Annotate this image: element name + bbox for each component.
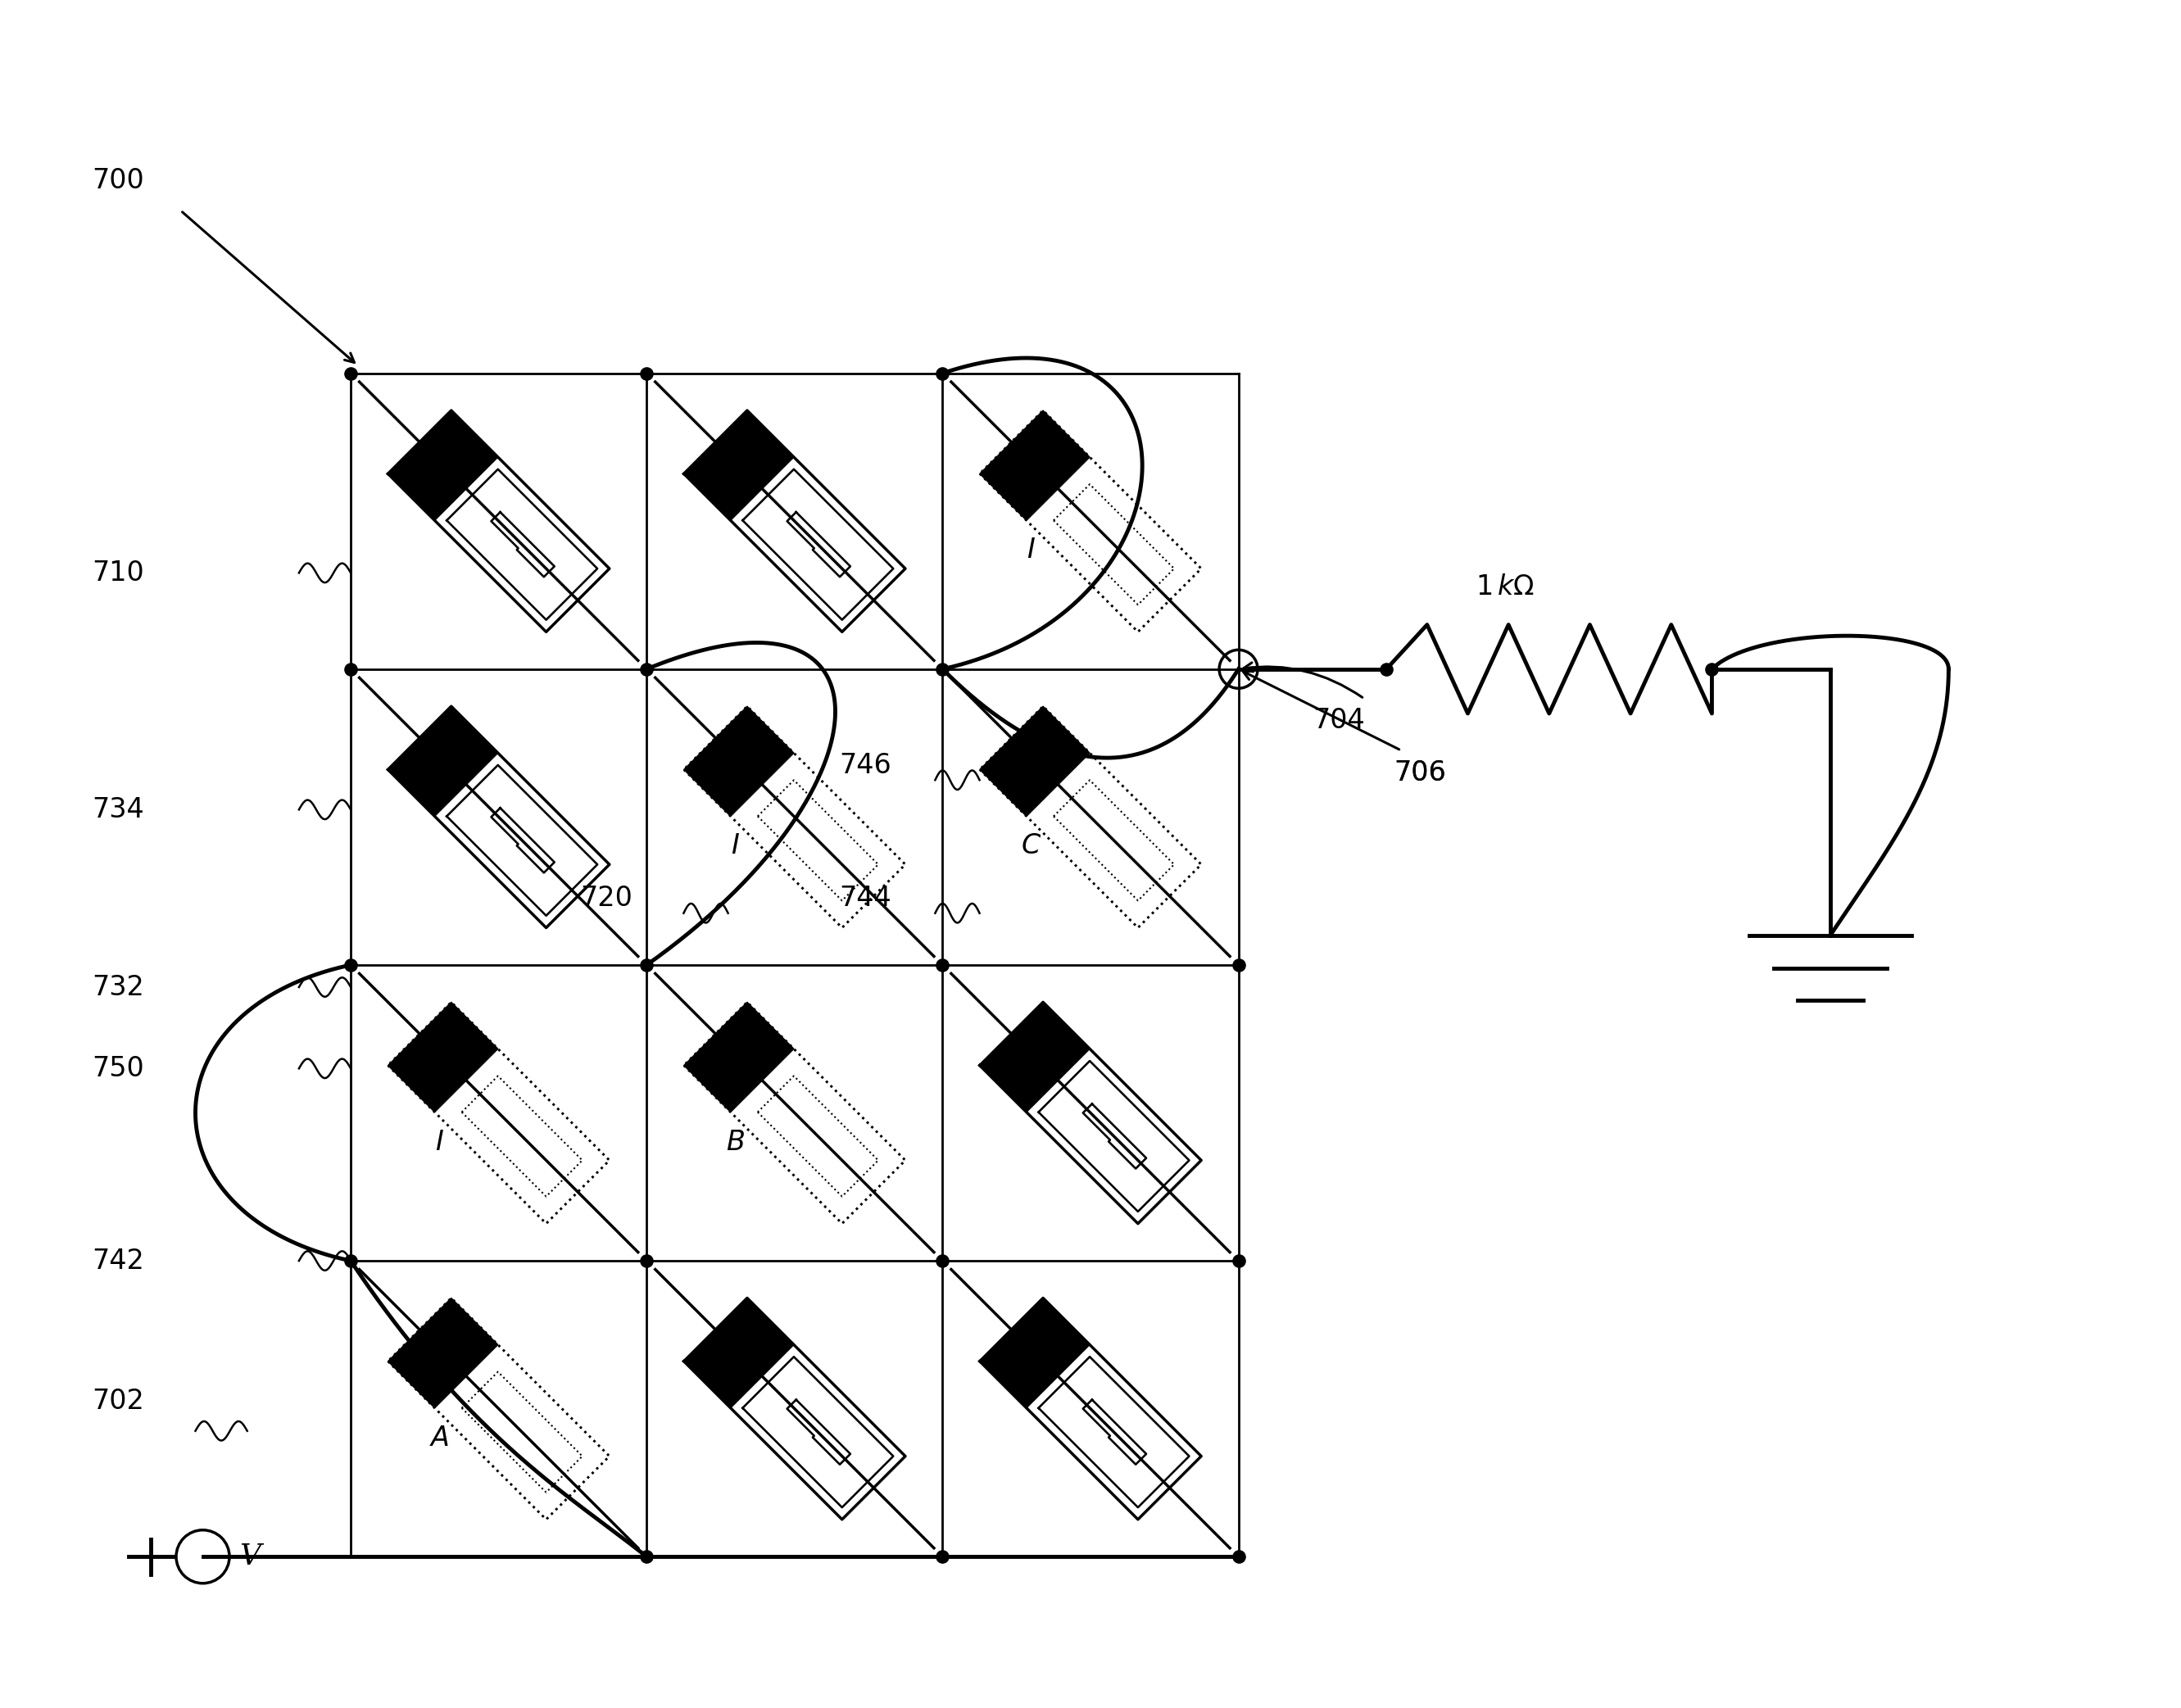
Text: $I$: $I$: [1027, 538, 1036, 564]
Point: [925, 1247, 960, 1274]
Point: [1221, 951, 1256, 979]
Text: 746: 746: [840, 752, 892, 779]
Text: 704: 704: [1313, 707, 1365, 734]
Text: 710: 710: [92, 560, 144, 586]
Point: [334, 360, 369, 388]
Point: [1221, 1542, 1256, 1570]
Point: [925, 656, 960, 683]
Text: 744: 744: [840, 885, 892, 912]
Text: 706: 706: [1394, 758, 1446, 786]
Polygon shape: [685, 707, 794, 816]
Text: $B$: $B$: [726, 1129, 744, 1156]
Polygon shape: [979, 1298, 1090, 1407]
Polygon shape: [685, 1003, 794, 1112]
Point: [925, 951, 960, 979]
Polygon shape: [388, 707, 497, 816]
Text: 702: 702: [92, 1389, 144, 1414]
Point: [628, 951, 663, 979]
Point: [925, 360, 960, 388]
Polygon shape: [388, 1298, 497, 1407]
Polygon shape: [388, 1003, 497, 1112]
Text: 734: 734: [92, 796, 144, 823]
Polygon shape: [685, 410, 794, 521]
Text: V: V: [240, 1542, 262, 1571]
Text: 720: 720: [580, 885, 632, 912]
Point: [334, 951, 369, 979]
Text: 732: 732: [92, 974, 144, 1001]
Point: [334, 1247, 369, 1274]
Point: [628, 1247, 663, 1274]
Text: $C$: $C$: [1021, 834, 1043, 859]
Text: $A$: $A$: [430, 1424, 449, 1452]
Text: 750: 750: [92, 1056, 144, 1081]
Polygon shape: [388, 410, 497, 521]
Point: [628, 656, 663, 683]
Text: 706: 706: [1394, 758, 1446, 786]
Text: $I$: $I$: [731, 834, 739, 859]
Point: [1370, 656, 1405, 683]
Point: [925, 1542, 960, 1570]
Text: $I$: $I$: [434, 1129, 445, 1156]
Text: 700: 700: [92, 167, 144, 195]
Point: [628, 1542, 663, 1570]
Polygon shape: [979, 1003, 1090, 1112]
Point: [628, 360, 663, 388]
Polygon shape: [979, 707, 1090, 816]
Text: 742: 742: [92, 1247, 144, 1274]
Point: [1221, 1247, 1256, 1274]
Point: [334, 656, 369, 683]
Polygon shape: [685, 1298, 794, 1407]
Text: $1\,k\Omega$: $1\,k\Omega$: [1474, 574, 1535, 601]
Point: [1695, 656, 1730, 683]
Polygon shape: [979, 410, 1090, 521]
